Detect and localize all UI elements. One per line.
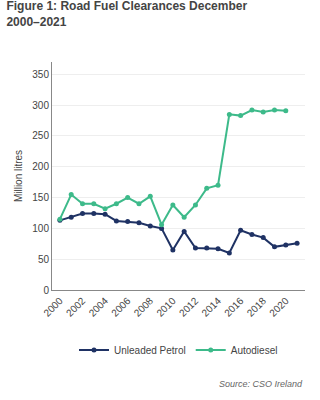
svg-text:2010: 2010 [154,295,178,319]
svg-text:2020: 2020 [267,295,291,319]
svg-text:2000: 2000 [41,295,65,319]
svg-text:Million litres: Million litres [13,150,24,202]
svg-text:350: 350 [32,69,49,80]
svg-text:Source: CSO Ireland: Source: CSO Ireland [219,379,303,389]
svg-text:2012: 2012 [177,295,201,319]
svg-text:50: 50 [38,254,50,265]
svg-text:Unleaded Petrol: Unleaded Petrol [114,345,186,356]
svg-text:Autodiesel: Autodiesel [231,345,278,356]
svg-text:2018: 2018 [245,295,269,319]
svg-text:2008: 2008 [132,295,156,319]
svg-text:100: 100 [32,223,49,234]
svg-text:200: 200 [32,161,49,172]
svg-text:250: 250 [32,130,49,141]
svg-text:2002: 2002 [64,295,88,319]
svg-text:150: 150 [32,192,49,203]
svg-text:0: 0 [43,285,49,296]
svg-text:2004: 2004 [87,295,111,319]
svg-text:Figure 1: Road Fuel Clearances: Figure 1: Road Fuel Clearances December2… [6,0,247,29]
svg-text:2006: 2006 [109,295,133,319]
svg-text:300: 300 [32,100,49,111]
svg-text:2014: 2014 [199,295,223,319]
svg-text:2016: 2016 [222,295,246,319]
